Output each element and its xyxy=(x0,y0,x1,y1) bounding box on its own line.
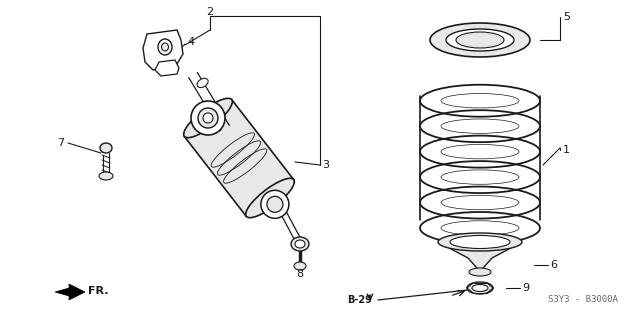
Ellipse shape xyxy=(100,143,112,153)
Ellipse shape xyxy=(161,43,168,51)
Ellipse shape xyxy=(267,196,283,212)
Text: 5: 5 xyxy=(563,12,570,22)
Text: 2: 2 xyxy=(207,7,214,17)
Ellipse shape xyxy=(158,39,172,55)
Polygon shape xyxy=(184,100,294,216)
Text: FR.: FR. xyxy=(88,286,109,296)
Text: 7: 7 xyxy=(57,138,64,148)
Ellipse shape xyxy=(438,233,522,251)
Ellipse shape xyxy=(467,282,493,294)
Text: 3: 3 xyxy=(322,160,329,170)
Text: 6: 6 xyxy=(550,260,557,270)
Ellipse shape xyxy=(191,101,225,135)
Ellipse shape xyxy=(203,113,213,123)
Ellipse shape xyxy=(184,98,232,138)
Ellipse shape xyxy=(294,262,306,270)
Ellipse shape xyxy=(450,235,510,249)
Text: 4: 4 xyxy=(187,37,194,47)
Ellipse shape xyxy=(469,268,491,276)
Ellipse shape xyxy=(261,190,289,218)
Polygon shape xyxy=(155,60,179,76)
Ellipse shape xyxy=(99,172,113,180)
Text: 1: 1 xyxy=(563,145,570,155)
Polygon shape xyxy=(55,284,85,300)
Text: 8: 8 xyxy=(296,269,303,279)
Ellipse shape xyxy=(456,32,504,48)
Ellipse shape xyxy=(446,29,514,51)
Ellipse shape xyxy=(197,78,208,88)
Text: 9: 9 xyxy=(522,283,529,293)
Text: S3Y3 - B3000A: S3Y3 - B3000A xyxy=(548,295,618,305)
Ellipse shape xyxy=(246,178,294,218)
Text: B-29: B-29 xyxy=(348,295,372,305)
Ellipse shape xyxy=(295,240,305,248)
Ellipse shape xyxy=(472,285,488,292)
Ellipse shape xyxy=(430,23,530,57)
Polygon shape xyxy=(438,242,522,272)
Ellipse shape xyxy=(198,108,218,128)
Ellipse shape xyxy=(291,237,309,251)
Polygon shape xyxy=(143,30,183,70)
